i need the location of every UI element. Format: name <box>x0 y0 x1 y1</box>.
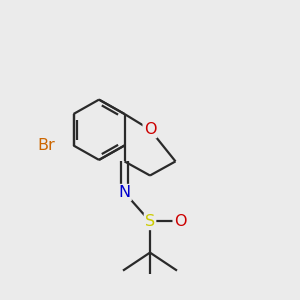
Text: O: O <box>174 214 186 229</box>
Text: N: N <box>118 185 130 200</box>
Text: S: S <box>145 214 155 229</box>
Text: Br: Br <box>38 138 56 153</box>
Text: O: O <box>144 122 156 137</box>
